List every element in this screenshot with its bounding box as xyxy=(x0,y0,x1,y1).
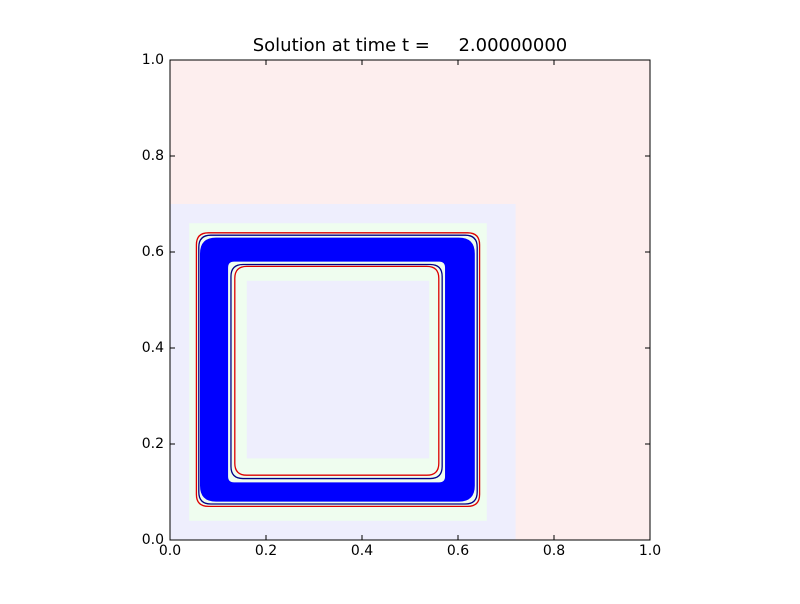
x-tick-label: 0.6 xyxy=(447,543,469,559)
x-tick-label: 0.8 xyxy=(543,543,565,559)
contour-line xyxy=(195,232,481,508)
contour-line xyxy=(234,265,440,476)
y-tick-label: 0.0 xyxy=(142,532,164,548)
patch xyxy=(246,280,430,459)
contour-band xyxy=(200,237,475,502)
x-tick-label: 0.0 xyxy=(159,543,181,559)
x-tick-label: 1.0 xyxy=(639,543,661,559)
contour-line xyxy=(198,234,478,505)
y-tick-label: 0.8 xyxy=(142,148,164,164)
plot-frame xyxy=(169,59,651,541)
x-tick-label: 0.4 xyxy=(351,543,373,559)
y-tick-label: 0.2 xyxy=(142,436,164,452)
y-tick-label: 0.6 xyxy=(142,244,164,260)
x-tick-label: 0.2 xyxy=(255,543,277,559)
contour-line xyxy=(230,263,443,480)
y-tick-label: 0.4 xyxy=(142,340,164,356)
chart-title: Solution at time t = 2.00000000 xyxy=(253,35,568,56)
y-tick-label: 1.0 xyxy=(142,52,164,68)
